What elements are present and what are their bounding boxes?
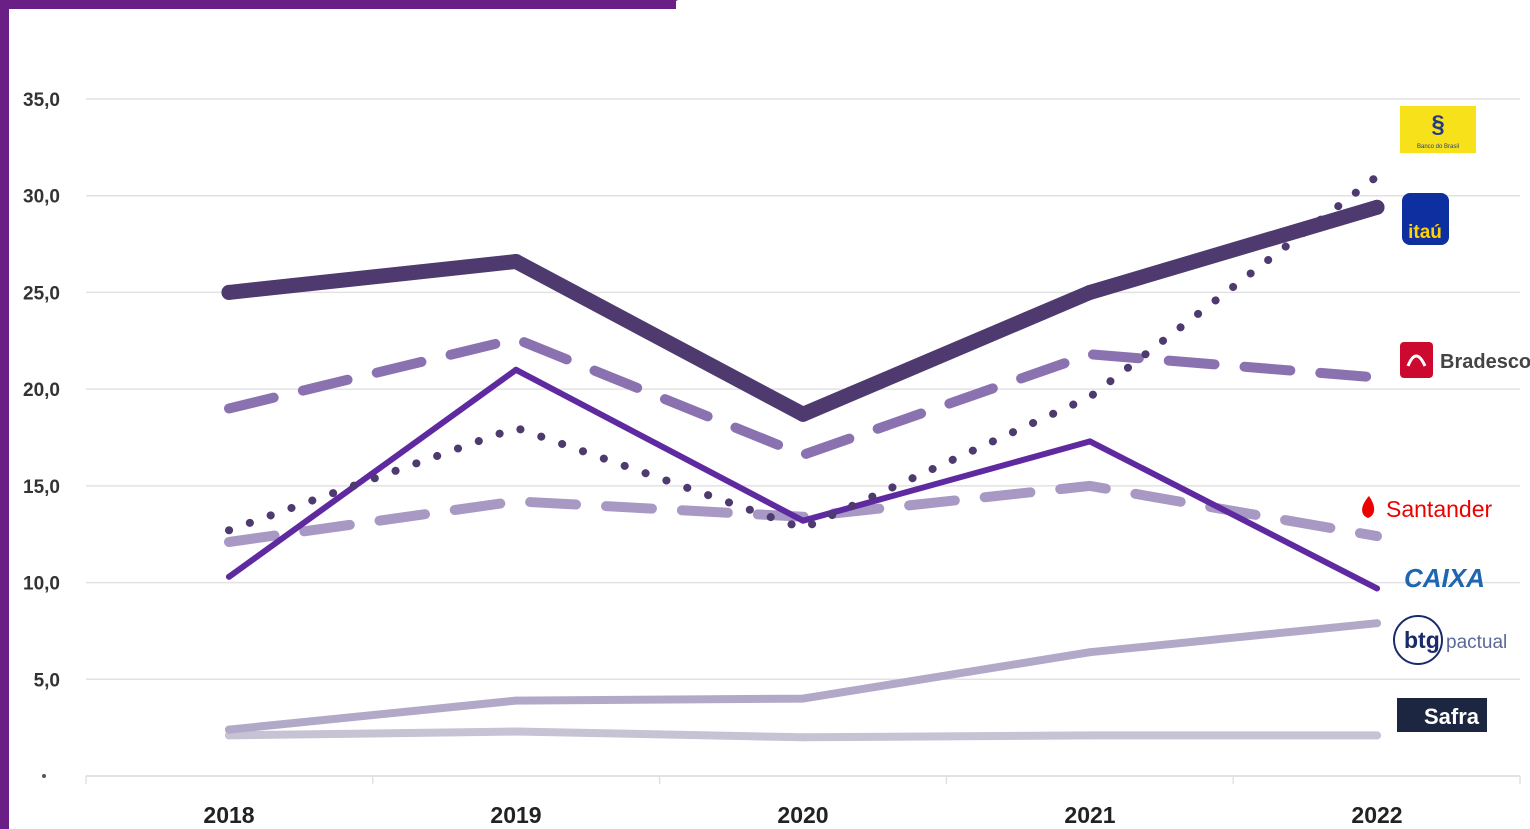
y-tick-label: 5,0 [34, 670, 60, 691]
series-line-santander [224, 480, 1382, 547]
x-tick-label: 2019 [490, 802, 541, 828]
data-point [221, 284, 237, 300]
data-point [1373, 619, 1381, 628]
data-point [508, 253, 524, 269]
x-tick-label: 2021 [1064, 802, 1115, 828]
data-point [1374, 585, 1380, 592]
data-point [1082, 284, 1098, 300]
bradesco-logo-symbol [1400, 342, 1433, 378]
caixa-logo-text: CAIXA [1404, 563, 1485, 593]
y-tick-label: 20,0 [23, 380, 60, 401]
data-point [225, 725, 233, 734]
santander-flame-icon [1362, 496, 1375, 518]
btg-logo-subtext: pactual [1446, 632, 1507, 653]
btg-logo-text: btg [1404, 627, 1440, 653]
data-point [799, 733, 807, 742]
y-tick-zero-dot [42, 774, 46, 778]
btg-logo-circle [1393, 615, 1443, 665]
data-point [1369, 199, 1385, 215]
bradesco-logo-text: Bradesco [1440, 351, 1530, 373]
bb-logo-background [1400, 106, 1476, 153]
logo-banco-do-brasil: § Banco do Brasil [1400, 106, 1476, 153]
x-tick-label: 2018 [203, 802, 254, 828]
data-point [1086, 731, 1094, 740]
data-point [1086, 648, 1094, 657]
frame-top-bar-cap [660, 0, 678, 9]
bb-logo-text: Banco do Brasil [1417, 144, 1459, 150]
data-point [1087, 438, 1093, 445]
y-axis-ticks: 5,0 10,0 15,0 20,0 25,0 30,0 35,0 [23, 90, 60, 778]
itau-logo-text: itaú [1408, 222, 1442, 243]
data-point [800, 517, 806, 524]
x-tick-label: 2020 [777, 802, 828, 828]
logo-bradesco: Bradesco [1400, 342, 1530, 378]
logo-safra: Safra [1397, 698, 1487, 732]
y-tick-label: 25,0 [23, 283, 60, 304]
series-line-btg-pactual [225, 619, 1381, 734]
series-line-ita- [221, 199, 1385, 422]
itau-logo-background [1402, 193, 1449, 245]
santander-logo-text: Santander [1386, 496, 1492, 522]
data-point [512, 696, 520, 705]
logo-caixa: CAIXA [1404, 563, 1485, 593]
series-line-caixa [226, 366, 1380, 592]
grid-lines [86, 98, 1520, 777]
data-point [512, 727, 520, 736]
data-point [1373, 731, 1381, 740]
y-tick-label: 10,0 [23, 574, 60, 595]
data-point [799, 694, 807, 703]
frame-top-bar [0, 0, 676, 9]
safra-logo-background [1397, 698, 1487, 732]
bb-logo-symbol: § [1431, 111, 1444, 138]
y-tick-label: 35,0 [23, 90, 60, 111]
logo-itau: itaú [1402, 193, 1449, 245]
data-point [795, 406, 811, 422]
y-tick-label: 30,0 [23, 187, 60, 208]
data-point [513, 366, 519, 373]
logo-santander: Santander [1362, 496, 1492, 522]
y-tick-label: 15,0 [23, 477, 60, 498]
data-point [226, 573, 232, 580]
series-line-banco-do-brasil [225, 172, 1381, 535]
safra-logo-text: Safra [1424, 704, 1480, 729]
frame-left-bar [0, 0, 9, 829]
series-lines [221, 172, 1385, 742]
bradesco-logo-mark [1406, 354, 1427, 367]
series-line-bradesco [224, 333, 1382, 460]
logo-btg-pactual: btg pactual [1393, 615, 1507, 665]
x-axis-ticks: 2018 2019 2020 2021 2022 [85, 776, 1521, 828]
x-tick-label: 2022 [1351, 802, 1402, 828]
